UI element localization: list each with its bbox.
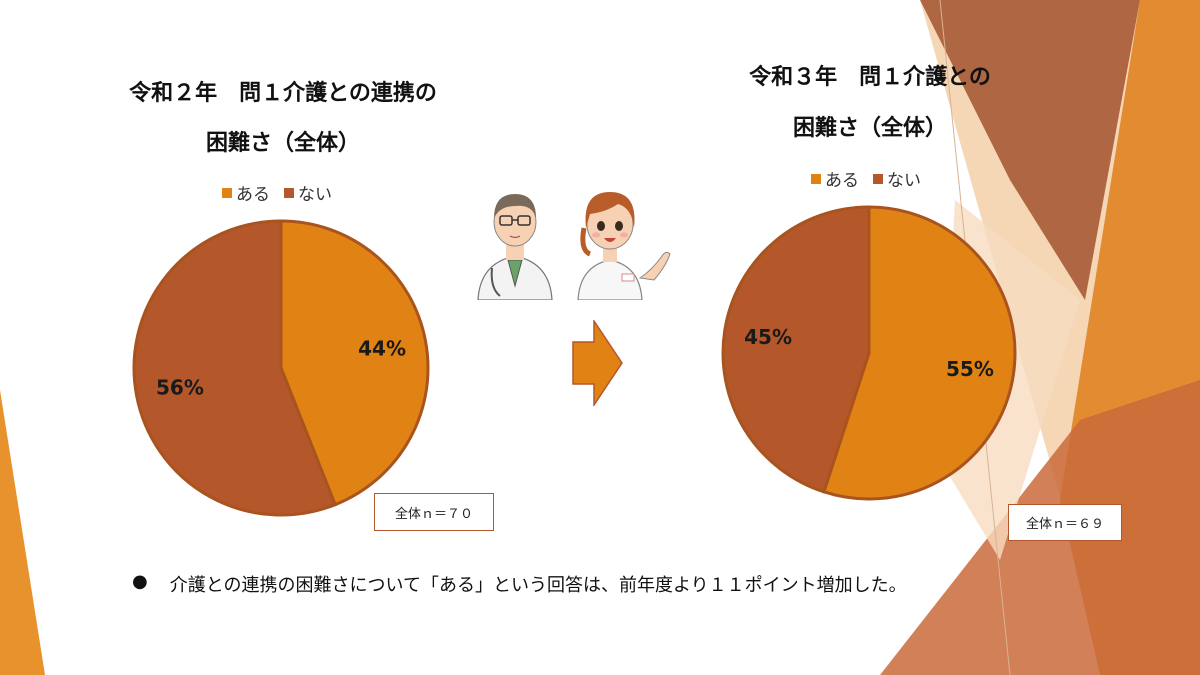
left-chart-title-line1: 令和２年 問１介護との連携の — [129, 81, 437, 106]
legend-item-nai: ない — [873, 166, 921, 191]
right-arrow-icon — [572, 320, 623, 406]
legend-label-aru: ある — [236, 185, 270, 205]
legend-swatch-aru — [811, 173, 821, 184]
right-chart-legend: ある ない — [811, 166, 921, 191]
pie-label-aru: 44% — [358, 337, 406, 361]
left-chart-legend: ある ない — [222, 180, 332, 205]
nurse-illustration — [577, 192, 671, 300]
bg-shape-left — [0, 390, 45, 675]
legend-item-nai: ない — [284, 180, 332, 205]
pie-label-nai: 56% — [156, 375, 204, 399]
summary-text: 介護との連携の困難さについて「ある」という回答は、前年度より１１ポイント増加した… — [169, 575, 907, 596]
legend-label-nai: ない — [298, 185, 332, 205]
legend-swatch-aru — [222, 187, 232, 198]
right-chart-title-line2: 困難さ（全体） — [792, 116, 947, 141]
legend-label-aru: ある — [825, 171, 859, 191]
pie-slice-nai — [721, 205, 871, 494]
left-sample-size-box: 全体ｎ＝７０ — [374, 493, 494, 531]
pie-label-nai: 45% — [744, 325, 792, 349]
legend-swatch-nai — [873, 173, 883, 184]
legend-item-aru: ある — [222, 180, 270, 205]
right-sample-size-box: 全体ｎ＝６９ — [1008, 504, 1122, 541]
pie-label-aru: 55% — [946, 357, 994, 381]
summary-bullet: ● 介護との連携の困難さについて「ある」という回答は、前年度より１１ポイント増加… — [132, 571, 907, 597]
legend-item-aru: ある — [811, 166, 859, 191]
legend-swatch-nai — [284, 187, 294, 198]
pie-slice-aru — [279, 219, 430, 507]
left-chart-title-line2: 困難さ（全体） — [205, 131, 360, 156]
doctor-illustration — [477, 194, 553, 300]
bg-shape-right-brown — [920, 0, 1140, 300]
pie-slice-nai — [132, 219, 338, 517]
right-chart-title-line1: 令和３年 問１介護との — [749, 65, 991, 90]
bullet-glyph: ● — [132, 571, 148, 592]
legend-label-nai: ない — [887, 171, 921, 191]
pie-slice-aru — [821, 205, 1017, 501]
